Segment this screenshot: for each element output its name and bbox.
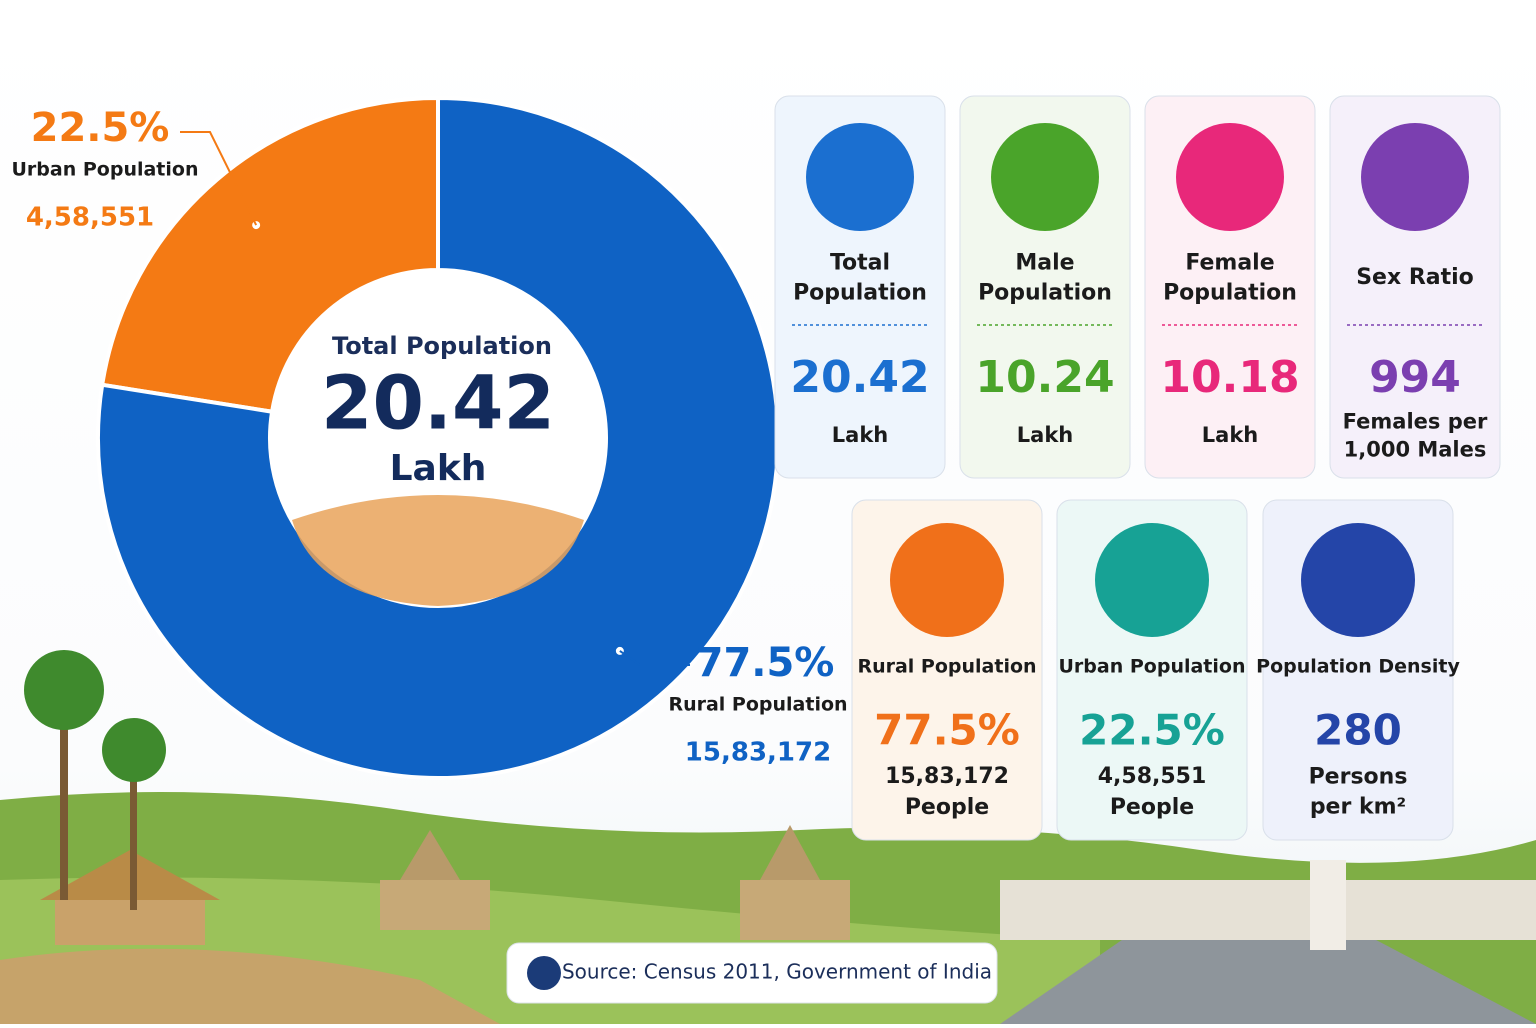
- card-text: Total Population: [793, 251, 927, 306]
- card-count: 4,58,551: [1098, 764, 1207, 789]
- card-icon: [806, 123, 914, 231]
- card-icon: [1301, 523, 1415, 637]
- source: Source: Census 2011, Government of India: [562, 960, 992, 984]
- source-icon: [527, 956, 561, 990]
- card-value: 20.42: [790, 352, 929, 403]
- slice-count: 4,58,551: [26, 203, 154, 233]
- leader-line: [619, 650, 690, 666]
- card-text: Lakh: [832, 423, 888, 447]
- card-title: Population Density: [1256, 656, 1460, 678]
- slice-category: Urban Population: [12, 159, 199, 181]
- card-value: 10.18: [1160, 352, 1299, 403]
- cards: Total Population 20.42 Lakh Male Population 10…: [774, 95, 1501, 841]
- card-value: 10.24: [975, 352, 1114, 403]
- card-text: Lakh: [1017, 423, 1073, 447]
- center-title: Total Population: [332, 332, 552, 360]
- card-title: Rural Population: [857, 656, 1036, 678]
- donut-slice: [99, 95, 440, 415]
- card-value: 77.5%: [874, 706, 1020, 755]
- slice-value-label: 22.5%: [31, 105, 170, 151]
- card-text: Lakh: [1202, 423, 1258, 447]
- source-pill: [506, 942, 998, 1004]
- leader-line: [180, 131, 258, 226]
- landscape: [0, 650, 1536, 1024]
- card-count: 15,83,172: [885, 764, 1009, 789]
- card-text: Male Population: [978, 251, 1112, 306]
- donut-chart: 22.5% Urban Population 4,58,551 77.5% Rural …: [12, 95, 848, 780]
- card-unit: People: [905, 795, 989, 820]
- card-text: Persons per km²: [1309, 765, 1408, 820]
- center-value: 20.42: [321, 361, 555, 447]
- card-icon: [890, 523, 1004, 637]
- card-title: Urban Population: [1059, 656, 1246, 678]
- people-illustration: [292, 495, 584, 606]
- leader-dot: [250, 219, 263, 232]
- card-icon: [991, 123, 1099, 231]
- center-unit: Lakh: [390, 448, 487, 489]
- card-value: 994: [1369, 352, 1461, 403]
- card-value: 280: [1314, 706, 1402, 755]
- card-text: Sex Ratio: [1356, 265, 1474, 290]
- slice-count: 15,83,172: [685, 738, 831, 768]
- card-icon: [1176, 123, 1284, 231]
- card-value: 22.5%: [1079, 706, 1225, 755]
- card-icon: [1095, 523, 1209, 637]
- card-text: Females per 1,000 Males: [1343, 409, 1488, 461]
- card-icon: [1361, 123, 1469, 231]
- card-unit: People: [1110, 795, 1194, 820]
- slice-category: Rural Population: [668, 694, 847, 716]
- card-text: Female Population: [1163, 251, 1297, 306]
- slice-value-label: 77.5%: [696, 640, 835, 686]
